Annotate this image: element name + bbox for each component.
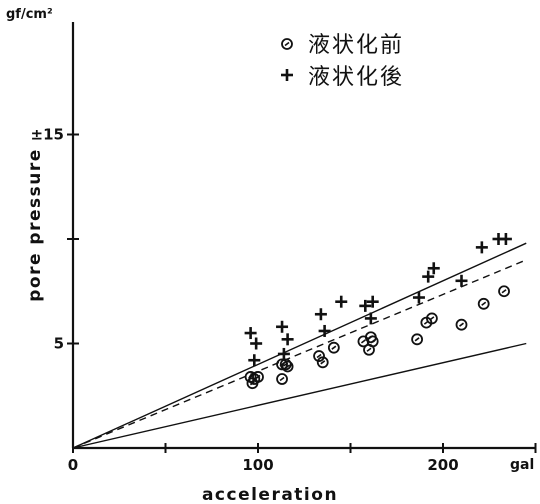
- y-unit-label: gf/cm²: [6, 7, 53, 22]
- after-liquefaction-point: [412, 291, 425, 304]
- legend-label-after: 液状化後: [308, 65, 404, 90]
- after-liquefaction-point: [276, 320, 289, 333]
- before-liquefaction-point: [252, 371, 264, 383]
- before-liquefaction-point: [327, 341, 340, 354]
- legend-marker-before-icon: [281, 38, 293, 50]
- dashed-fit-line: [72, 259, 527, 449]
- legend-marker-after-icon: [281, 69, 293, 81]
- solid-fit-line: [72, 342, 527, 449]
- after-liquefaction-point: [499, 233, 512, 245]
- before-liquefaction-point: [455, 318, 468, 331]
- after-liquefaction-point: [244, 327, 257, 340]
- x-tick-label: 200: [427, 456, 458, 474]
- plot-lines: [72, 242, 527, 449]
- before-liquefaction-point: [313, 350, 325, 362]
- circle-dot-marker: [281, 38, 293, 50]
- plus-marker: [281, 69, 293, 81]
- after-liquefaction-point: [281, 333, 294, 346]
- before-liquefaction-point: [276, 373, 288, 385]
- after-liquefaction-point: [475, 241, 488, 254]
- before-liquefaction-point: [281, 360, 294, 373]
- y-tick-label: ±15: [31, 126, 64, 144]
- after-liquefaction-point: [455, 274, 468, 287]
- solid-fit-line: [72, 242, 527, 449]
- legend: 液状化前 液状化後: [281, 33, 404, 90]
- before-liquefaction-point: [425, 312, 438, 325]
- before-liquefaction-point: [498, 285, 510, 298]
- after-liquefaction-point: [318, 324, 331, 337]
- before-liquefaction-point: [316, 356, 329, 369]
- data-points: [244, 233, 512, 390]
- after-liquefaction-point: [314, 308, 327, 321]
- y-axis-title: pore pressure: [25, 148, 45, 302]
- after-liquefaction-point: [422, 270, 435, 283]
- tick-labels: 0 100 200 5 ±15: [31, 126, 459, 475]
- after-liquefaction-point: [359, 299, 372, 312]
- before-liquefaction-point: [366, 335, 379, 348]
- y-tick-label: 5: [54, 335, 64, 353]
- x-tick-label: 100: [242, 456, 273, 474]
- y-axis: [67, 22, 79, 448]
- before-liquefaction-point: [411, 333, 424, 346]
- after-liquefaction-point: [335, 295, 348, 308]
- after-liquefaction-point: [364, 312, 377, 325]
- after-liquefaction-point: [277, 347, 290, 360]
- before-liquefaction-point: [279, 358, 292, 371]
- after-liquefaction-point: [248, 354, 261, 367]
- after-liquefaction-point: [250, 337, 263, 350]
- x-unit-label: gal: [510, 457, 534, 473]
- after-liquefaction-point: [427, 262, 440, 275]
- x-axis-title: acceleration: [202, 485, 338, 504]
- x-tick-label: 0: [68, 456, 78, 474]
- x-axis: [72, 443, 537, 453]
- after-liquefaction-point: [366, 295, 379, 308]
- legend-label-before: 液状化前: [308, 33, 404, 58]
- before-liquefaction-point: [477, 297, 490, 310]
